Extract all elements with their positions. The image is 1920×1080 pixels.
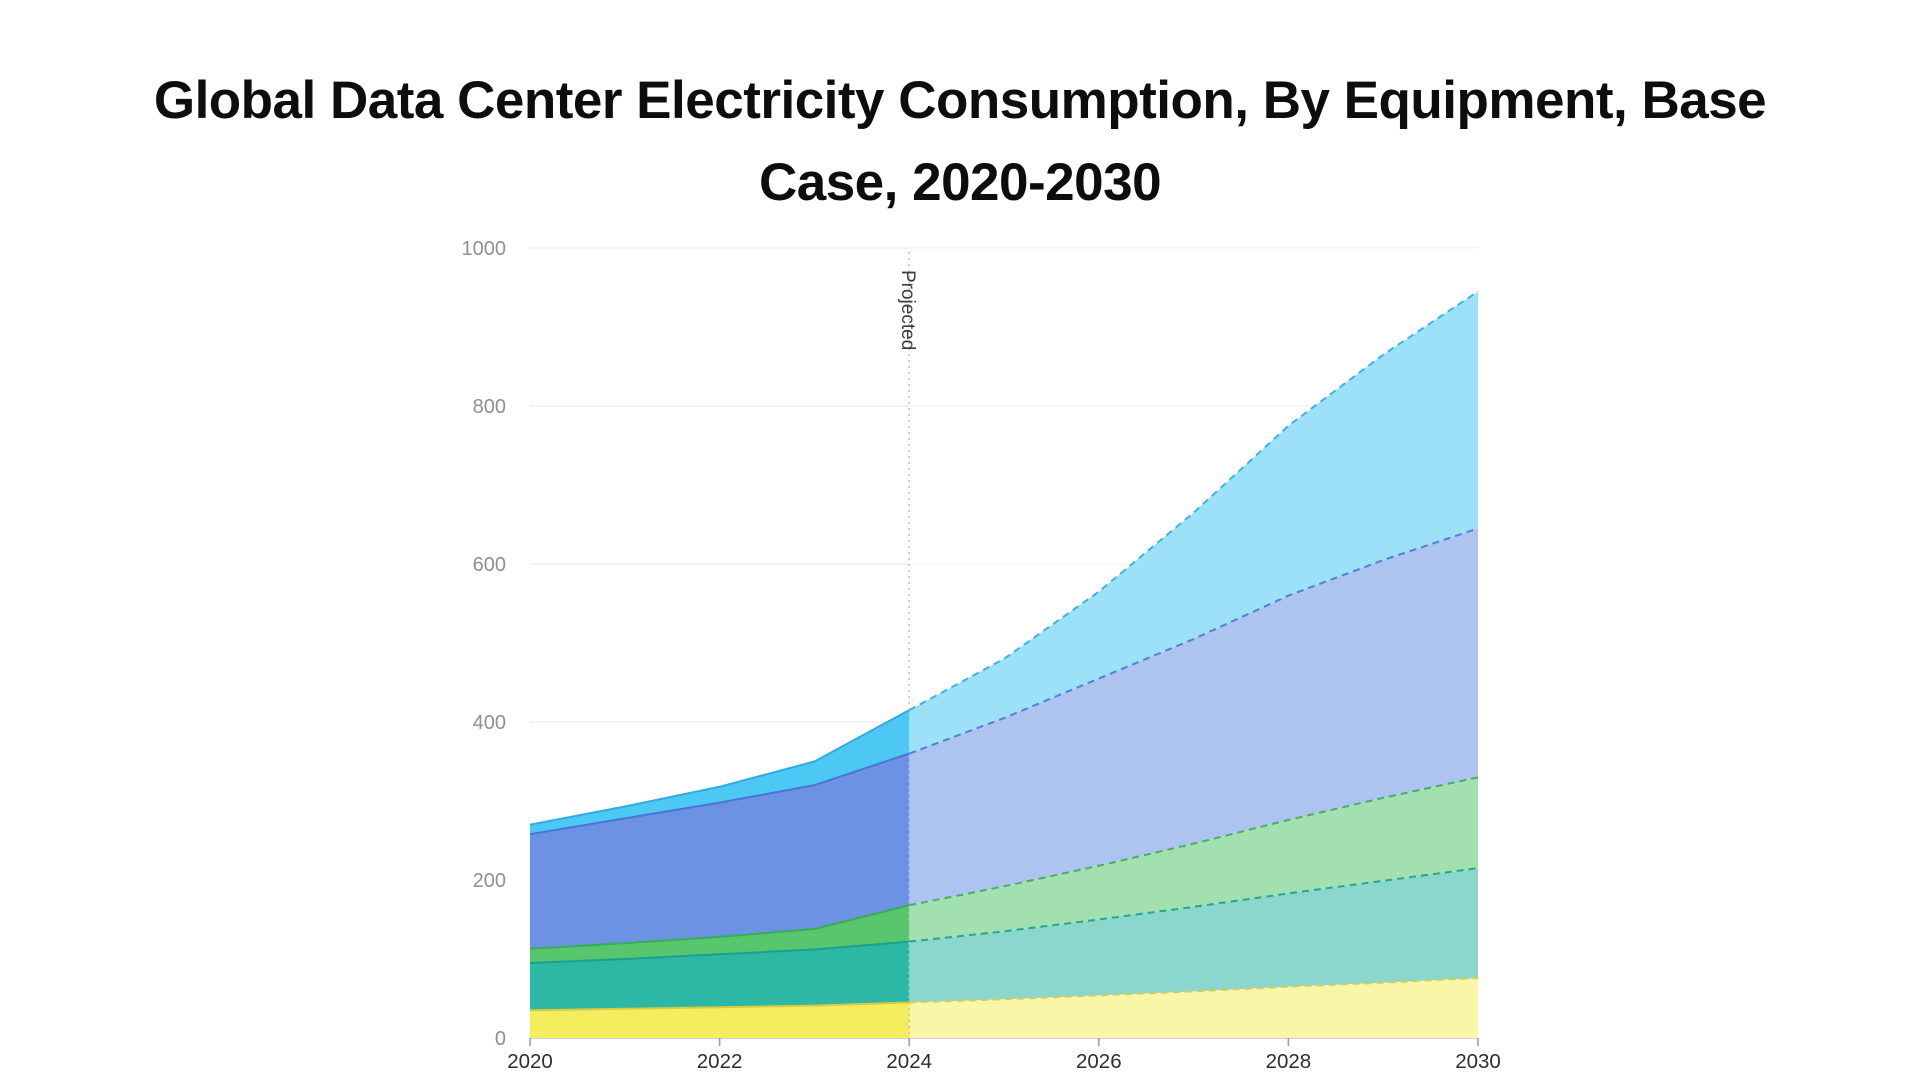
edge-dashed-yellow-bottom-band (909, 976, 1479, 1004)
y-tick-label: 200 (473, 870, 506, 892)
y-tick-label: 0 (495, 1028, 506, 1050)
area-teal-band (530, 868, 1478, 1011)
area-cyan-band (530, 291, 1478, 835)
chart-title-line-2: Case, 2020-2030 (758, 152, 1162, 212)
edge-solid-teal-band (529, 940, 910, 964)
y-tick-label: 800 (473, 396, 506, 418)
edge-solid-cyan-band (529, 709, 910, 826)
edge-dashed-green-band (909, 776, 1479, 907)
edge-solid-green-band (529, 904, 910, 950)
area-green-band (530, 777, 1478, 963)
x-tick-label: 2026 (1076, 1050, 1122, 1073)
edge-solid-yellow-bottom-band (529, 1001, 910, 1012)
area-blue-band (530, 528, 1478, 949)
y-tick-label: 600 (473, 554, 506, 576)
projection-overlay (909, 248, 1478, 1038)
chart-title-line-1: Global Data Center Electricity Consumpti… (153, 70, 1767, 130)
edge-dashed-blue-band (908, 527, 1479, 755)
x-tick-label: 2030 (1455, 1050, 1501, 1073)
x-tick-label: 2028 (1266, 1050, 1312, 1073)
y-tick-label: 400 (473, 712, 506, 734)
x-tick-label: 2020 (507, 1050, 553, 1073)
edge-solid-blue-band (529, 752, 910, 836)
projected-label: Projected (897, 270, 918, 350)
area-yellow-bottom-band (530, 977, 1478, 1038)
x-tick-label: 2022 (697, 1050, 743, 1073)
edge-dashed-cyan-band (908, 290, 1479, 712)
chart-title: Global Data Center Electricity Consumpti… (0, 60, 1920, 224)
x-tick-label: 2024 (886, 1050, 932, 1073)
y-tick-label: 1000 (462, 238, 507, 260)
